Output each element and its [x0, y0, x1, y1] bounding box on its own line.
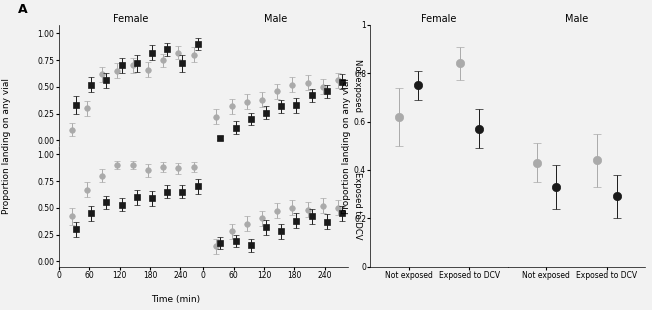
Title: Male: Male: [264, 14, 287, 24]
Text: Not exposed: Not exposed: [353, 59, 363, 112]
Text: Proportion landing on any vial: Proportion landing on any vial: [2, 78, 11, 214]
Text: Time (min): Time (min): [151, 295, 201, 304]
Title: Male: Male: [565, 14, 588, 24]
Y-axis label: Proportion landing on any vial: Proportion landing on any vial: [342, 78, 351, 214]
Text: A: A: [18, 3, 28, 16]
Title: Female: Female: [421, 14, 457, 24]
Text: Exposed to DCV: Exposed to DCV: [353, 172, 363, 240]
Title: Female: Female: [113, 14, 149, 24]
